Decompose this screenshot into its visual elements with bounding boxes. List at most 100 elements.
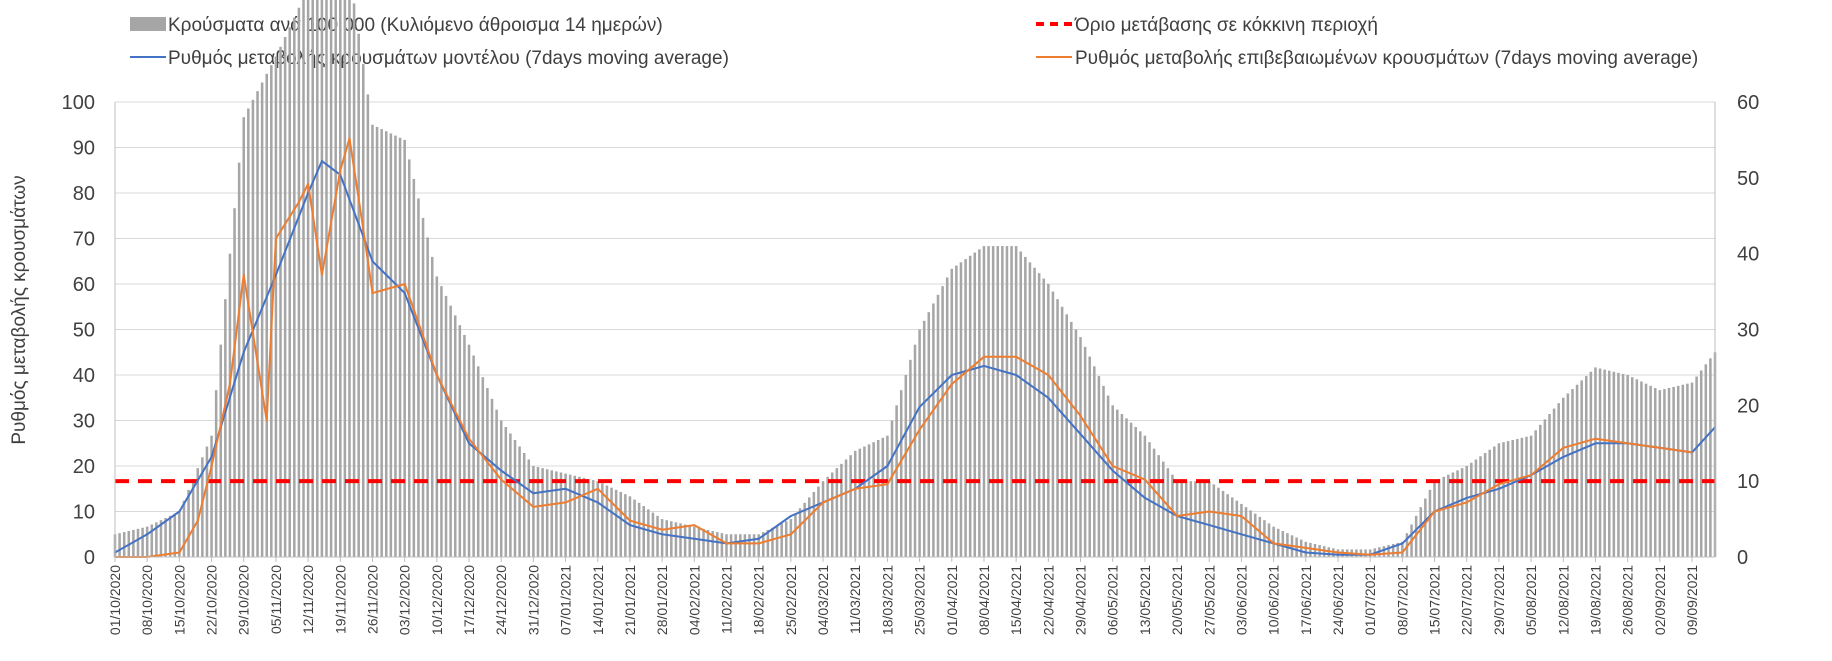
bar-292 (1456, 470, 1459, 557)
bar-169 (890, 420, 894, 557)
y-tick-label-1: 10 (73, 502, 95, 524)
bar-197 (1019, 251, 1023, 557)
bar-276 (1382, 546, 1386, 557)
bar-180 (941, 286, 944, 557)
bar-67 (421, 217, 425, 557)
bar-33 (265, 73, 268, 557)
bar-165 (872, 442, 875, 557)
x-tick-label-35: 03/06/2021 (1233, 565, 1249, 635)
bar-93 (541, 468, 544, 557)
bar-288 (1437, 479, 1441, 557)
bar-215 (1102, 385, 1105, 557)
legend-label-confirmed: Ρυθμός μεταβολής επιβεβαιωμένων κρουσμάτ… (1075, 48, 1698, 69)
bar-213 (1093, 366, 1096, 557)
bar-162 (858, 448, 862, 557)
x-tick-label-1: 08/10/2020 (139, 565, 155, 635)
bar-329 (1626, 375, 1629, 557)
bar-44 (316, 0, 319, 558)
bar-164 (867, 444, 871, 557)
legend-item-model[interactable]: Ρυθμός μεταβολής κρουσμάτων μοντέλου (7d… (130, 48, 729, 69)
line-point-1-12 (468, 442, 470, 445)
legend-item-threshold[interactable]: Όριο μετάβασης σε κόκκινη περιοχή (1036, 15, 1378, 36)
bar-260 (1309, 542, 1312, 557)
bar-308 (1529, 435, 1533, 557)
line-point-1-39 (1337, 553, 1339, 556)
bar-307 (1525, 436, 1528, 557)
bar-50 (343, 0, 347, 557)
x-tick-label-33: 20/05/2021 (1169, 565, 1185, 635)
bar-333 (1644, 383, 1648, 557)
x-tick-label-19: 11/02/2021 (718, 565, 734, 634)
bar-109 (614, 489, 618, 557)
x-tick-label-40: 08/07/2021 (1394, 565, 1410, 635)
bar-344 (1695, 376, 1698, 557)
x-tick-label-25: 25/03/2021 (912, 565, 928, 635)
bar-11 (164, 518, 167, 557)
line-point-1-33 (1144, 497, 1146, 499)
bar-182 (950, 268, 954, 557)
bar-121 (670, 521, 673, 557)
bar-179 (936, 294, 940, 557)
bar-218 (1116, 409, 1119, 557)
bar-103 (587, 479, 590, 557)
y-tick-label-6: 60 (73, 274, 95, 296)
bar-69 (430, 256, 434, 557)
bar-49 (339, 0, 342, 557)
bar-291 (1451, 472, 1455, 557)
bar-147 (789, 519, 793, 557)
bar-177 (927, 312, 931, 557)
x-tick-label-14: 07/01/2021 (558, 565, 574, 635)
line-point-1-15 (564, 487, 567, 490)
bar-141 (762, 532, 765, 557)
y2-tick-label-1: 10 (1737, 471, 1759, 493)
bar-343 (1690, 382, 1694, 557)
bar-230 (1171, 474, 1174, 557)
bar-347 (1709, 358, 1712, 557)
bar-157 (835, 468, 839, 557)
bar-298 (1483, 453, 1487, 557)
bar-222 (1134, 427, 1137, 557)
bar-37 (283, 37, 287, 557)
bar-100 (573, 475, 577, 557)
bar-312 (1548, 414, 1551, 557)
x-tick-label-4: 29/10/2020 (236, 565, 252, 635)
line-point-2-20 (532, 506, 535, 508)
line-point-1-31 (1079, 433, 1082, 435)
bar-1 (118, 533, 121, 557)
bar-196 (1014, 246, 1018, 558)
x-tick-label-48: 02/09/2021 (1652, 565, 1668, 635)
bar-25 (228, 253, 232, 557)
bar-75 (458, 325, 462, 557)
line-point-1-9 (371, 260, 374, 263)
bar-261 (1313, 544, 1317, 557)
bar-149 (798, 508, 802, 557)
bar-294 (1465, 466, 1468, 557)
y2-tick-label-6: 60 (1737, 92, 1759, 114)
bar-64 (407, 159, 411, 557)
line-point-2-41 (1208, 510, 1211, 513)
bar-285 (1424, 498, 1427, 557)
bar-108 (610, 487, 613, 557)
bar-289 (1442, 476, 1445, 557)
bar-206 (1060, 306, 1064, 557)
bar-185 (964, 259, 967, 557)
legend-item-confirmed[interactable]: Ρυθμός μεταβολής επιβεβαιωμένων κρουσμάτ… (1036, 48, 1698, 69)
legend-item-bars[interactable]: Κρούσματα ανά 100.000 (Κυλιόμενο άθροισμ… (130, 15, 663, 36)
bar-237 (1203, 481, 1206, 557)
bar-120 (665, 520, 668, 557)
line-point-2-22 (596, 487, 599, 490)
bar-305 (1516, 438, 1519, 557)
line-point-2-13 (348, 137, 351, 140)
bar-135 (734, 534, 737, 557)
bar-54 (362, 64, 365, 557)
line-point-2-46 (1369, 553, 1371, 556)
bar-192 (996, 246, 1000, 558)
bar-195 (1010, 246, 1013, 558)
bar-327 (1617, 372, 1620, 557)
bar-212 (1088, 356, 1091, 557)
bar-55 (366, 94, 370, 558)
line-point-1-5 (275, 274, 277, 276)
line-point-2-52 (1562, 447, 1565, 449)
bar-231 (1175, 481, 1179, 557)
